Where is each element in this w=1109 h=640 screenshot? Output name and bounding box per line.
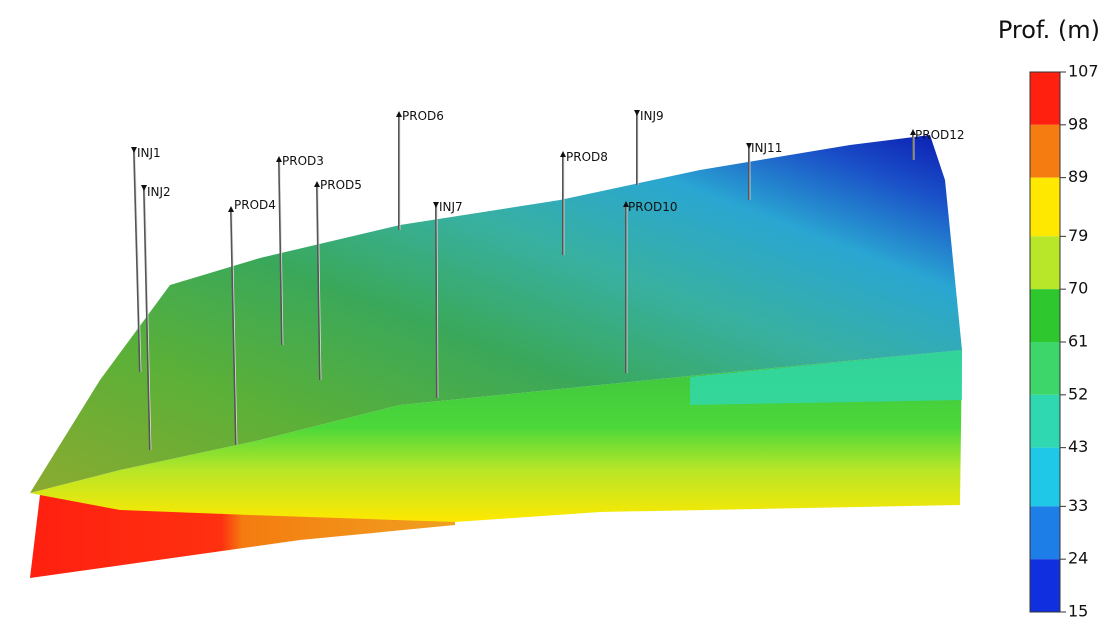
well-marker <box>141 185 147 191</box>
well-marker <box>228 206 234 212</box>
tick-label: 107 <box>1068 62 1099 81</box>
well-label: INJ2 <box>147 185 171 199</box>
well-marker <box>746 143 752 149</box>
color-band <box>1030 177 1060 237</box>
color-band <box>1030 289 1060 342</box>
well-marker <box>560 151 566 157</box>
well-highlight <box>279 159 284 346</box>
color-band <box>1030 447 1060 507</box>
tick-label: 43 <box>1068 437 1088 456</box>
well-label: PROD6 <box>402 109 444 123</box>
well-marker <box>623 201 629 207</box>
well-highlight <box>436 204 439 399</box>
tick-label: 98 <box>1068 114 1088 133</box>
well-label: INJ7 <box>439 200 463 214</box>
well-trajectory <box>143 187 151 451</box>
well-label: PROD4 <box>234 198 276 212</box>
tick-label: 79 <box>1068 226 1088 245</box>
well-highlight <box>317 184 322 381</box>
tick-label: 52 <box>1068 384 1088 403</box>
color-band <box>1030 559 1060 612</box>
well-label: PROD12 <box>915 128 965 142</box>
front-teal <box>690 350 962 405</box>
well-highlight <box>144 187 152 451</box>
well-trajectory <box>316 184 321 381</box>
well-marker <box>433 202 439 208</box>
wells: INJ1 INJ2 PROD4 PROD3 PROD5 PROD6 INJ7 PROD8 PRO… <box>131 109 965 451</box>
legend: Prof. (m) 107 98 89 79 70 61 52 43 33 24 15 <box>998 16 1100 621</box>
well-marker <box>634 110 640 116</box>
color-band <box>1030 72 1060 125</box>
well-highlight <box>134 149 142 373</box>
tick-label: 33 <box>1068 496 1088 515</box>
well-label: INJ11 <box>751 141 782 155</box>
model-block <box>30 135 962 578</box>
well-label: PROD10 <box>628 200 678 214</box>
well-marker <box>131 147 137 153</box>
color-band <box>1030 342 1060 395</box>
top-surface <box>30 135 962 493</box>
color-band <box>1030 124 1060 178</box>
well-highlight <box>231 209 238 446</box>
color-band <box>1030 506 1060 560</box>
well-label: PROD5 <box>320 178 362 192</box>
well-trajectory <box>278 159 283 346</box>
tick-label: 15 <box>1068 602 1088 621</box>
legend-title: Prof. (m) <box>998 16 1100 44</box>
tick-label: 89 <box>1068 167 1088 186</box>
well-trajectory <box>435 204 438 399</box>
well-label: INJ9 <box>640 109 664 123</box>
well-trajectory <box>133 149 141 373</box>
well-label: PROD8 <box>566 150 608 164</box>
well-label: INJ1 <box>137 146 161 160</box>
well-label: PROD3 <box>282 154 324 168</box>
color-band <box>1030 236 1060 290</box>
tick-label: 70 <box>1068 279 1088 298</box>
tick-label: 61 <box>1068 332 1088 351</box>
well-trajectory <box>230 209 237 446</box>
color-band <box>1030 394 1060 448</box>
well-marker <box>276 156 282 162</box>
well-marker <box>314 181 320 187</box>
tick-label: 24 <box>1068 549 1088 568</box>
well-marker <box>396 111 402 117</box>
well-marker <box>910 129 916 135</box>
